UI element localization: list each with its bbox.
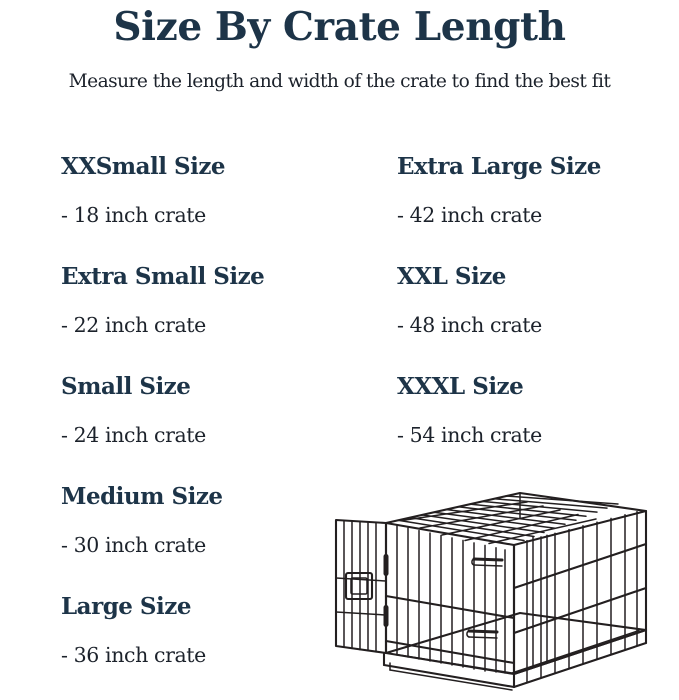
- size-name: XXL Size: [397, 263, 506, 290]
- page-subtitle: Measure the length and width of the crat…: [68, 71, 611, 92]
- size-entry-medium: Medium Size - 30 inch crate: [61, 480, 381, 590]
- crate-latch-handle-lower: [466, 629, 499, 639]
- dog-crate-illustration: [324, 478, 654, 693]
- size-detail: - 24 inch crate: [61, 423, 206, 447]
- crate-base-tray: [382, 611, 648, 691]
- size-entry-large: Large Size - 36 inch crate: [61, 590, 381, 700]
- size-name: Large Size: [61, 593, 191, 620]
- size-detail: - 42 inch crate: [397, 203, 542, 227]
- size-name: XXSmall Size: [61, 153, 226, 180]
- size-list-right-column: Extra Large Size - 42 inch crate XXL Siz…: [397, 150, 679, 480]
- size-name: XXXL Size: [397, 373, 524, 400]
- size-list-left-column: XXSmall Size - 18 inch crate Extra Small…: [61, 150, 381, 700]
- size-detail: - 54 inch crate: [397, 423, 542, 447]
- crate-latch-handle-upper: [471, 557, 504, 567]
- crate-front-side-panel: [384, 521, 516, 676]
- size-detail: - 18 inch crate: [61, 203, 206, 227]
- crate-door-hinges: [383, 554, 389, 627]
- size-name: Small Size: [61, 373, 191, 400]
- size-entry-small: Small Size - 24 inch crate: [61, 370, 381, 480]
- size-entry-xxxl: XXXL Size - 54 inch crate: [397, 370, 679, 480]
- dog-crate-icon: [334, 491, 648, 691]
- size-entry-extra-small: Extra Small Size - 22 inch crate: [61, 260, 381, 370]
- size-detail: - 30 inch crate: [61, 533, 206, 557]
- page-title: Size By Crate Length: [113, 4, 566, 50]
- size-name: Extra Small Size: [61, 263, 265, 290]
- size-entry-xxsmall: XXSmall Size - 18 inch crate: [61, 150, 381, 260]
- crate-open-door-panel: [334, 518, 388, 655]
- size-detail: - 36 inch crate: [61, 643, 206, 667]
- crate-top-panel: [384, 491, 648, 547]
- size-entry-extra-large: Extra Large Size - 42 inch crate: [397, 150, 679, 260]
- size-name: Extra Large Size: [397, 153, 601, 180]
- size-entry-xxl: XXL Size - 48 inch crate: [397, 260, 679, 370]
- size-detail: - 48 inch crate: [397, 313, 542, 337]
- size-name: Medium Size: [61, 483, 223, 510]
- size-detail: - 22 inch crate: [61, 313, 206, 337]
